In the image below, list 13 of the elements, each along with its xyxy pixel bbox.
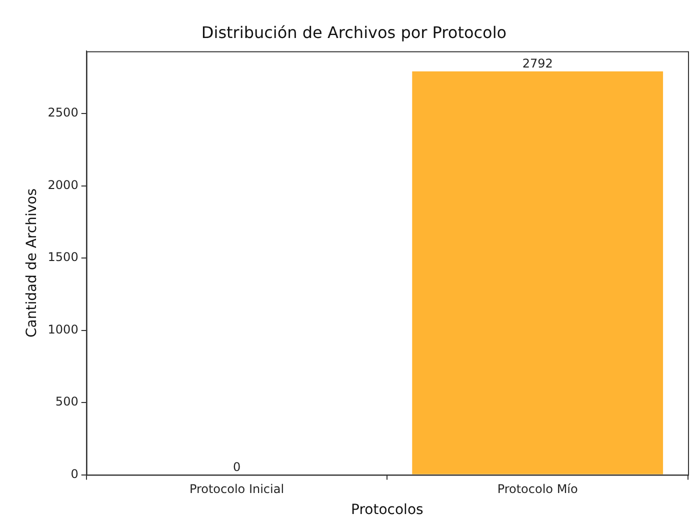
chart-title: Distribución de Archivos por Protocolo (201, 22, 507, 42)
y-tick-label: 1500 (48, 250, 78, 264)
data-label: 0 (232, 460, 241, 474)
x-axis-title: Protocolos (351, 502, 424, 518)
x-tick-label: Protocolo Inicial (189, 482, 284, 496)
y-tick-label: 1000 (48, 322, 78, 336)
y-axis-title: Cantidad de Archivos (24, 188, 40, 338)
y-tick-label: 500 (55, 394, 78, 409)
y-tick-label: 2000 (48, 178, 78, 192)
data-label: 2792 (522, 56, 553, 71)
x-tick-label: Protocolo Mío (497, 482, 578, 496)
y-tick-label: 0 (70, 466, 78, 481)
y-tick-label: 2500 (48, 106, 78, 120)
